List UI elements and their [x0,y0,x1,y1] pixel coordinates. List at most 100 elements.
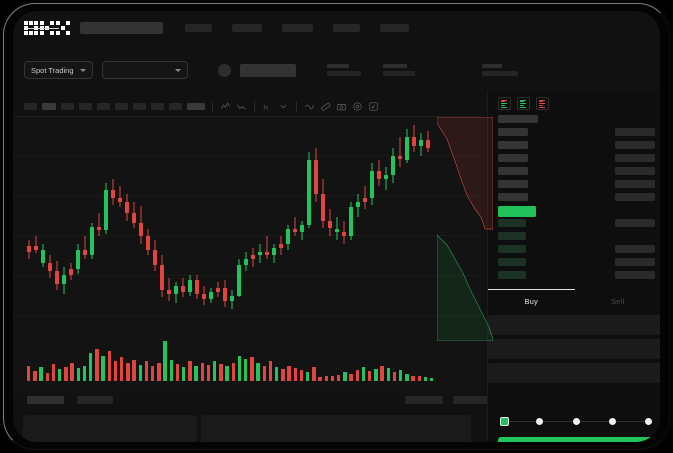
candle [398,117,402,317]
candle [419,117,423,317]
line-style-icon[interactable] [304,101,315,112]
orderbook-bid-row[interactable] [498,258,660,267]
orderbook-ask-row[interactable] [498,128,660,137]
candle-body [230,295,234,302]
candle-body [398,155,402,160]
candle [307,117,311,317]
candle-body [118,197,122,202]
orderbook-bid-row[interactable] [498,271,660,280]
orderbook-ask-row[interactable] [498,115,660,124]
orderbook-mode-line [500,101,506,103]
okx-logo[interactable] [24,20,70,35]
volume-bar [58,369,62,381]
candle [335,117,339,317]
candle-wick [35,236,37,254]
candle-body [426,140,430,148]
orders-panel-right[interactable] [201,415,471,442]
volume-bar [405,373,409,381]
volume-bar [157,362,161,381]
candle-body [69,268,73,275]
compare-icon[interactable] [236,101,247,112]
orderbook-mode-bids[interactable] [517,97,530,110]
tf-1mo[interactable] [169,103,182,110]
tf-4h[interactable] [115,103,128,110]
orderbook-bid-row[interactable] [498,245,660,254]
volume-bar [51,363,56,381]
orderbook-bid-row-amount [615,245,655,253]
search-input[interactable] [80,21,163,34]
orderbook-spread-row[interactable] [498,206,660,217]
fullscreen-icon[interactable] [368,101,379,112]
nav-item-2[interactable] [232,23,262,32]
market-type-select[interactable]: Spot Trading [24,61,93,79]
slider-stop-4[interactable] [645,417,652,425]
price-chart-panel[interactable] [13,117,481,393]
tab-buy[interactable]: Buy [488,289,575,313]
candle [300,117,304,317]
candle-wick [399,136,401,168]
candle-body [237,264,241,296]
okx-logo-glyph-1 [40,20,54,35]
orderbook-ask-row[interactable] [498,193,660,202]
ruler-icon[interactable] [320,101,331,112]
nav-item-3[interactable] [282,23,313,32]
tf-1d[interactable] [133,103,146,110]
gear-icon[interactable] [352,101,363,112]
total-field[interactable] [488,363,660,383]
tab-order-history[interactable] [77,396,113,404]
tab-positions[interactable] [453,396,491,404]
nav-item-group [185,23,409,32]
tf-30m[interactable] [79,103,92,110]
candle [97,117,101,317]
slider-stop-1[interactable] [536,417,544,425]
tab-assets[interactable] [405,396,443,404]
tf-1w[interactable] [151,103,164,110]
slider-stop-0[interactable] [500,416,509,426]
camera-icon[interactable] [336,101,347,112]
stat-24h-volume-value [481,71,518,76]
tf-1m[interactable] [24,103,37,110]
candle [153,117,157,317]
nav-item-1[interactable] [185,23,212,32]
tab-open-orders[interactable] [27,396,64,404]
tab-sell[interactable]: Sell [611,297,625,306]
slider-stop-2[interactable] [572,417,580,425]
market-type-label: Spot Trading [31,65,74,75]
orderbook-bid-row[interactable] [498,232,660,241]
orderbook-ask-row[interactable] [498,167,660,176]
tf-more[interactable] [187,103,205,110]
orderbook-mode-asks[interactable] [536,97,549,110]
chevron-down-icon[interactable] [278,101,289,112]
orders-panel-left[interactable] [23,415,198,442]
chart-type-icon[interactable] [220,101,231,112]
indicators-icon[interactable]: fx [262,101,273,112]
amount-field[interactable] [488,339,660,359]
orderbook-ask-row-amount [615,193,655,201]
ticker-stats [326,64,415,76]
gridline-3 [13,275,481,276]
pair-select[interactable] [101,61,188,79]
stat-24h-volume-label [481,64,502,68]
orderbook-bid-row[interactable] [498,219,660,228]
nav-item-4[interactable] [333,23,360,32]
candle-body [90,226,94,256]
price-field[interactable] [488,315,660,335]
candle [83,117,87,317]
candle [363,117,367,317]
nav-item-5[interactable] [380,23,409,32]
orderbook-ask-row[interactable] [498,141,660,150]
slider-stop-3[interactable] [608,417,616,425]
candle-body [405,136,409,160]
candle-body [174,286,178,294]
volume-bar [237,355,242,381]
tf-1h[interactable] [97,103,110,110]
orderbook-ask-row[interactable] [498,180,660,189]
orderbook-ask-row[interactable] [498,154,660,163]
tf-5m[interactable] [42,103,56,110]
orderbook-mode-both[interactable] [498,97,511,110]
submit-order-button[interactable] [498,437,653,442]
tf-15m[interactable] [61,103,74,110]
volume-bar [374,369,378,381]
candle [167,117,171,317]
amount-slider[interactable] [500,416,652,426]
